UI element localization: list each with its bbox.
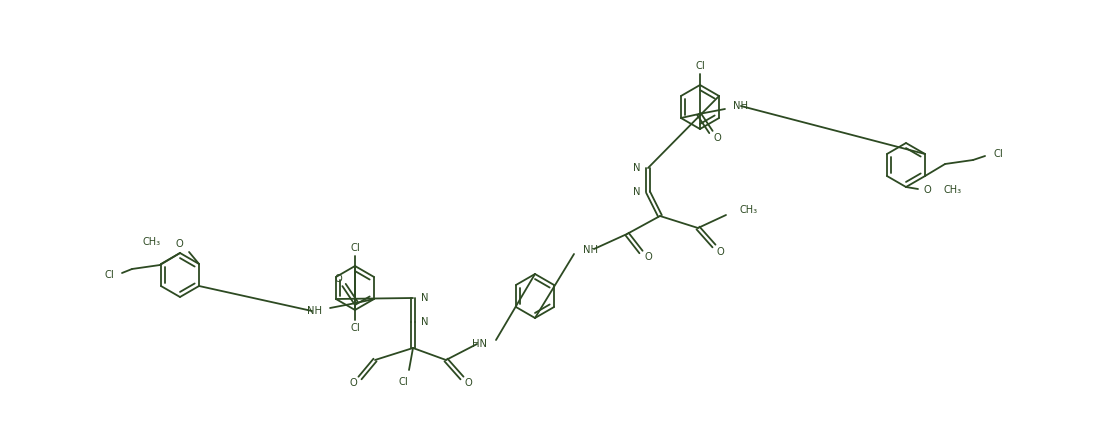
Text: NH: NH xyxy=(307,306,323,316)
Text: CH₃: CH₃ xyxy=(945,185,962,195)
Text: NH: NH xyxy=(733,101,748,111)
Text: NH: NH xyxy=(583,245,598,255)
Text: O: O xyxy=(335,274,342,284)
Text: Cl: Cl xyxy=(350,323,360,333)
Text: O: O xyxy=(924,185,931,195)
Text: CH₃: CH₃ xyxy=(740,205,758,215)
Text: Cl: Cl xyxy=(398,377,408,387)
Text: N: N xyxy=(633,163,640,173)
Text: CH₃: CH₃ xyxy=(143,237,161,247)
Text: O: O xyxy=(176,239,183,249)
Text: O: O xyxy=(713,133,721,143)
Text: O: O xyxy=(464,378,472,388)
Text: Cl: Cl xyxy=(350,243,360,253)
Text: N: N xyxy=(421,317,429,327)
Text: Cl: Cl xyxy=(993,149,1003,159)
Text: O: O xyxy=(349,378,357,388)
Text: HN: HN xyxy=(472,339,487,349)
Text: N: N xyxy=(633,187,640,197)
Text: Cl: Cl xyxy=(104,270,114,280)
Text: Cl: Cl xyxy=(695,61,705,71)
Text: O: O xyxy=(716,247,724,257)
Text: O: O xyxy=(644,252,652,262)
Text: N: N xyxy=(421,293,429,303)
